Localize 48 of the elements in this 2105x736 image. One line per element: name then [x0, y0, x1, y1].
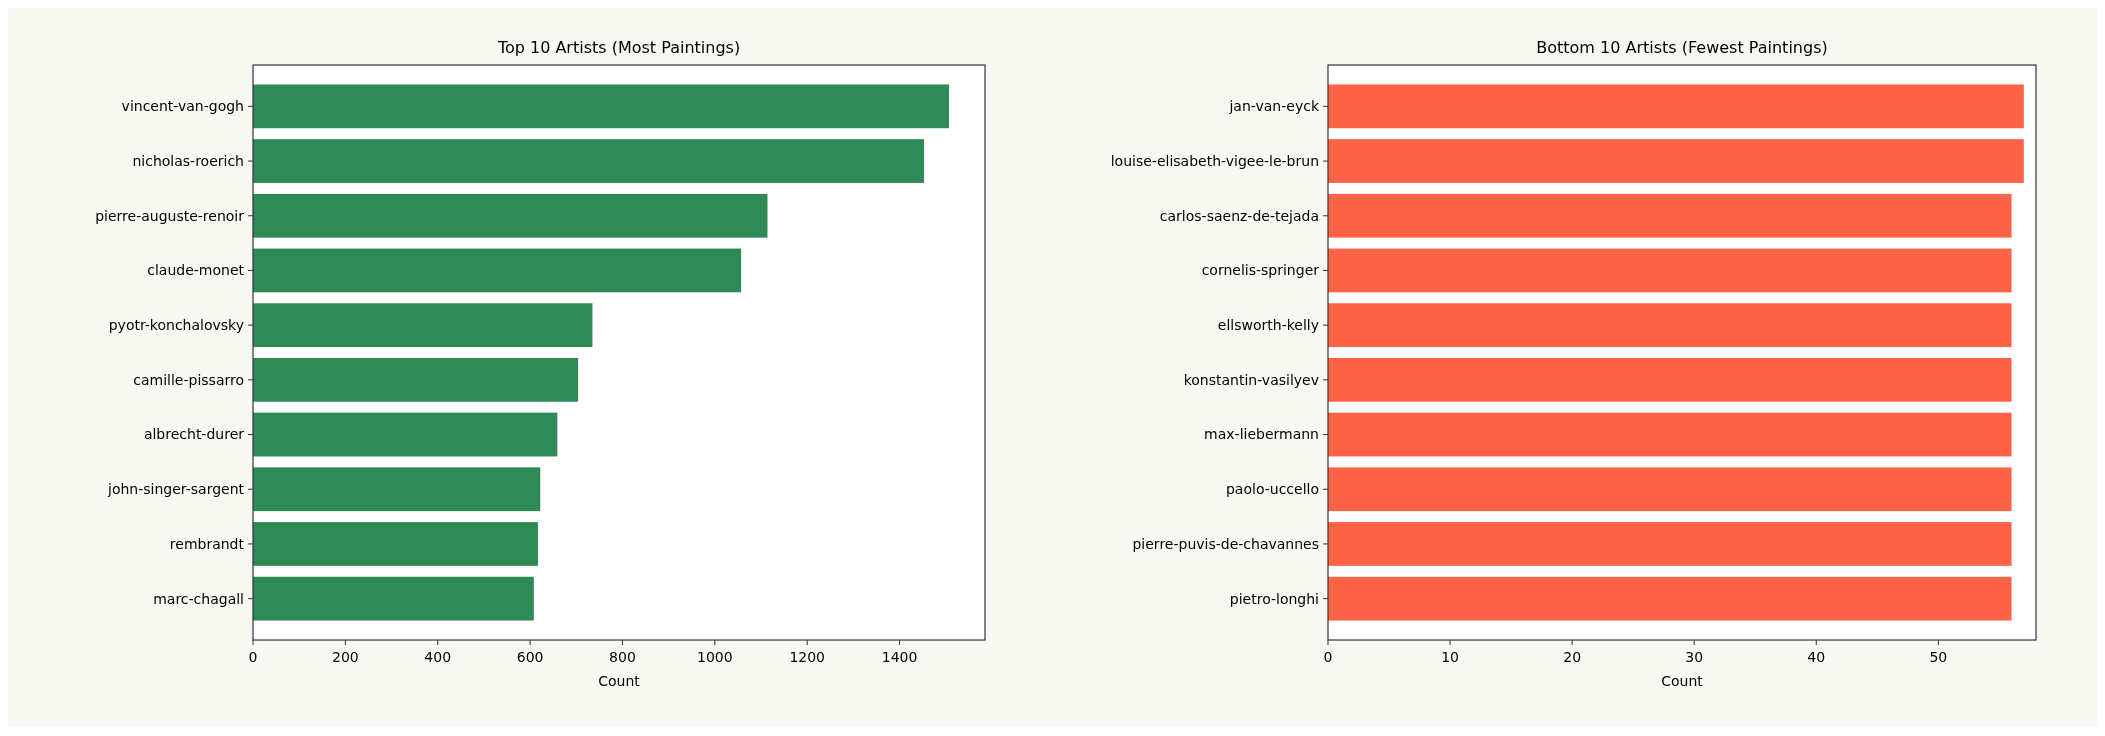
bar: [253, 357, 579, 402]
y-tick-label: pietro-longhi: [1229, 590, 1319, 607]
x-tick-label: 800: [609, 649, 636, 665]
y-tick-label: cornelis-springer: [1201, 262, 1320, 279]
bar: [253, 193, 768, 238]
y-tick-label: ellsworth-kelly: [1217, 317, 1319, 334]
x-tick-label: 400: [424, 649, 452, 665]
x-tick-label: 30: [1685, 649, 1704, 665]
y-tick-label: claude-monet: [147, 262, 245, 279]
bar: [253, 412, 558, 457]
x-tick-label: 20: [1563, 649, 1582, 665]
x-tick-label: 0: [1323, 649, 1333, 665]
bar: [253, 248, 742, 293]
y-tick-label: pierre-puvis-de-chavannes: [1132, 535, 1319, 552]
x-axis-title: Count: [1661, 673, 1704, 689]
y-tick-label: max-liebermann: [1204, 426, 1319, 443]
y-tick-label: pierre-auguste-renoir: [95, 207, 245, 224]
bar: [253, 576, 534, 621]
y-tick-label: john-singer-sargent: [107, 481, 245, 498]
y-tick-label: nicholas-roerich: [132, 152, 244, 169]
y-tick-label: albrecht-durer: [143, 426, 245, 443]
y-tick-label: jan-van-eyck: [1228, 98, 1320, 115]
x-axis-title: Count: [598, 673, 641, 689]
y-tick-label: camille-pissarro: [133, 371, 244, 388]
y-tick-label: pyotr-konchalovsky: [108, 317, 244, 334]
y-tick-label: vincent-van-gogh: [121, 98, 244, 115]
y-tick-label: rembrandt: [169, 535, 245, 552]
x-tick-label: 1400: [881, 649, 918, 665]
y-tick-label: paolo-uccello: [1225, 481, 1319, 498]
x-tick-label: 1200: [789, 649, 826, 665]
bar: [253, 303, 593, 348]
x-tick-label: 10: [1441, 649, 1459, 665]
bar: [253, 84, 949, 129]
y-tick-label: konstantin-vasilyev: [1183, 371, 1319, 388]
x-tick-label: 50: [1929, 649, 1948, 665]
x-tick-label: 1000: [697, 649, 733, 665]
x-tick-label: 600: [516, 649, 544, 665]
bar: [253, 139, 925, 183]
x-tick-label: 0: [248, 649, 258, 665]
y-tick-label: carlos-saenz-de-tejada: [1159, 207, 1319, 224]
chart-title: Bottom 10 Artists (Fewest Paintings): [1536, 38, 1828, 57]
x-tick-label: 200: [332, 649, 359, 665]
y-tick-label: marc-chagall: [153, 590, 244, 607]
bar: [253, 467, 541, 512]
chart-title: Top 10 Artists (Most Paintings): [496, 38, 741, 57]
x-tick-label: 40: [1807, 649, 1826, 665]
y-tick-label: louise-elisabeth-vigee-le-brun: [1110, 152, 1319, 169]
bar: [253, 522, 538, 566]
